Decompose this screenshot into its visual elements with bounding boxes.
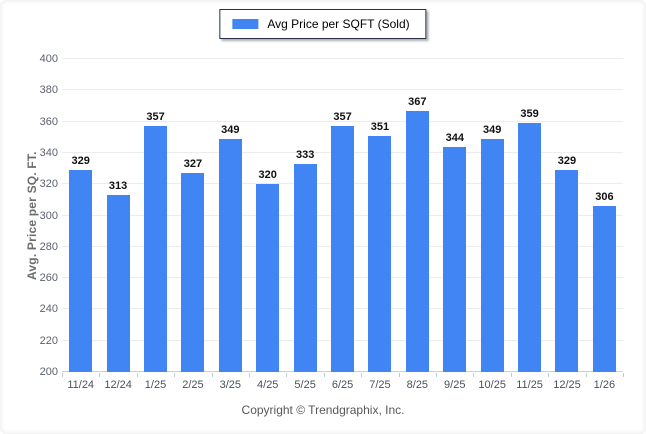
- bar-value-label: 344: [445, 131, 464, 144]
- bar-value-label: 359: [520, 108, 539, 121]
- x-label-7/25: 7/25: [369, 379, 391, 391]
- x-label-10/25: 10/25: [478, 379, 506, 391]
- x-axis-ticks: [62, 372, 624, 377]
- y-tick-label-200: 200: [39, 366, 58, 378]
- bar: [368, 135, 392, 372]
- bar: [480, 138, 504, 372]
- x-label-11/24: 11/24: [67, 379, 95, 391]
- bar-cell-3/25: 349: [212, 59, 249, 372]
- x-tick: [585, 373, 587, 377]
- x-axis-labels: 11/24 12/24 1/25 2/25 3/25 4/25 5/25 6/25 7/25 8/…: [62, 379, 623, 392]
- x-label-2/25: 2/25: [182, 379, 204, 391]
- bar-cell-7/25: 351: [361, 59, 398, 372]
- bar: [293, 163, 317, 372]
- x-tick: [62, 373, 63, 377]
- x-tick: [174, 373, 176, 377]
- y-tick-label-380: 380: [39, 84, 58, 97]
- x-label-11/25: 11/25: [516, 379, 543, 391]
- x-tick: [436, 373, 437, 377]
- x-label-12/24: 12/24: [104, 379, 132, 391]
- gridline-360: [62, 120, 623, 122]
- bar-value-label: 367: [408, 95, 427, 108]
- bar: [443, 146, 467, 372]
- x-tick: [323, 373, 325, 377]
- bar-value-label: 349: [221, 123, 240, 136]
- bar-value-label: 351: [370, 120, 390, 133]
- bar: [144, 126, 168, 372]
- bar: [518, 123, 542, 372]
- bar-cell-8/25: 367: [399, 59, 436, 372]
- legend-swatch-icon: [232, 19, 259, 29]
- bar-cell-10/25: 349: [473, 59, 510, 372]
- bar-value-label: 320: [258, 169, 277, 182]
- gridline-380: [62, 89, 623, 91]
- x-tick: [510, 373, 512, 377]
- x-label-5/25: 5/25: [294, 379, 316, 391]
- bar-value-label: 313: [108, 180, 128, 193]
- x-tick: [473, 373, 475, 377]
- bar-cell-2/25: 327: [174, 59, 211, 372]
- legend-label: Avg Price per SQFT (Sold): [267, 17, 410, 31]
- bar: [256, 184, 280, 372]
- x-tick: [136, 373, 138, 377]
- y-tick-label-340: 340: [39, 146, 58, 159]
- bar-cell-1/25: 357: [137, 59, 174, 372]
- x-tick: [99, 373, 101, 377]
- bar: [69, 170, 93, 372]
- x-label-1/26: 1/26: [593, 379, 616, 391]
- x-label-9/25: 9/25: [444, 379, 466, 391]
- plot-area: 329 313 357 327 349 320 333 357 351 367 344 349 359 3…: [62, 58, 623, 372]
- y-tick-label-260: 260: [39, 272, 58, 285]
- x-label-1/25: 1/25: [144, 379, 167, 391]
- bar-value-label: 329: [71, 155, 90, 168]
- x-tick: [286, 373, 288, 377]
- x-label-12/25: 12/25: [553, 379, 581, 391]
- bar-cell-5/25: 333: [286, 59, 323, 372]
- bar: [555, 170, 579, 372]
- bar-value-label: 333: [295, 148, 315, 161]
- bar-value-label: 357: [333, 111, 352, 124]
- bar: [405, 110, 429, 372]
- x-tick: [548, 373, 550, 377]
- bars-row: 329 313 357 327 349 320 333 357 351 367 344 349 359 3…: [62, 59, 623, 372]
- bar-value-label: 327: [183, 158, 203, 171]
- gridline-400: [62, 58, 623, 59]
- bar-value-label: 349: [482, 123, 502, 136]
- bar: [106, 195, 130, 372]
- bar-value-label: 329: [557, 155, 577, 168]
- x-tick: [249, 373, 250, 377]
- bar-cell-11/24: 329: [62, 59, 99, 372]
- bar-value-label: 357: [146, 111, 165, 124]
- bar-cell-11/25: 359: [511, 59, 548, 372]
- y-tick-label-320: 320: [39, 178, 58, 191]
- x-label-3/25: 3/25: [219, 379, 242, 391]
- bar-cell-9/25: 344: [436, 59, 473, 372]
- x-tick: [623, 373, 624, 377]
- x-label-6/25: 6/25: [331, 379, 354, 391]
- bar: [592, 206, 616, 372]
- y-tick-label-240: 240: [39, 303, 58, 316]
- x-tick: [398, 373, 400, 377]
- bar-cell-6/25: 357: [324, 59, 361, 372]
- y-tick-label-400: 400: [39, 53, 58, 65]
- y-tick-label-280: 280: [39, 240, 58, 253]
- x-tick: [361, 373, 363, 377]
- y-tick-label-300: 300: [39, 209, 58, 222]
- bar: [218, 138, 242, 372]
- copyright-text: Copyright © Trendgraphix, Inc.: [241, 403, 405, 417]
- x-tick: [211, 373, 213, 377]
- bar-cell-12/24: 313: [99, 59, 136, 372]
- y-tick-label-220: 220: [39, 334, 58, 347]
- y-tick-label-360: 360: [39, 115, 58, 128]
- bar-cell-4/25: 320: [249, 59, 286, 372]
- bar-cell-12/25: 329: [548, 59, 585, 372]
- bar-cell-1/26: 306: [586, 59, 623, 372]
- bar-value-label: 306: [595, 191, 614, 204]
- x-label-8/25: 8/25: [406, 379, 429, 391]
- bar: [331, 126, 355, 372]
- bar: [181, 173, 205, 372]
- chart-legend: Avg Price per SQFT (Sold): [219, 9, 427, 39]
- x-label-4/25: 4/25: [257, 379, 279, 391]
